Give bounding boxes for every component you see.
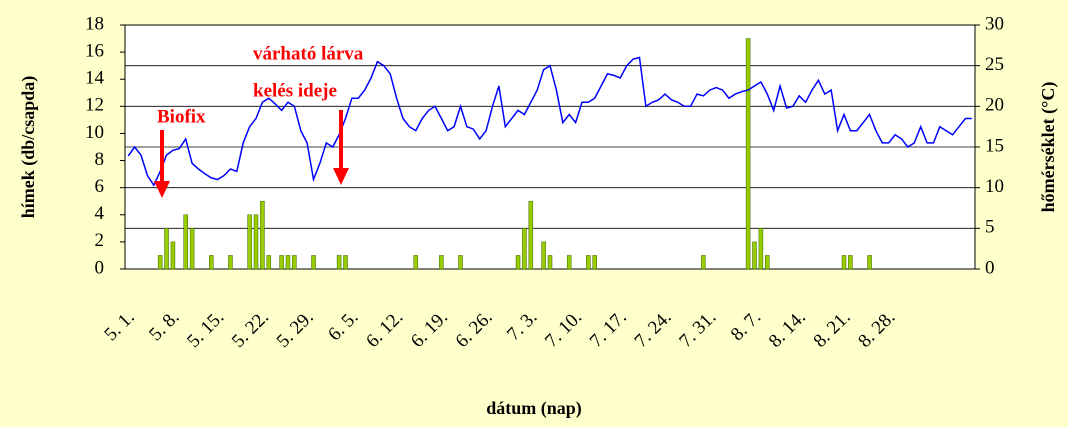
y-tick-label: 14 [85, 68, 105, 89]
bar [841, 255, 847, 270]
bar [848, 255, 853, 270]
bar [343, 255, 348, 270]
x-tick-label: 7. 10. [541, 307, 586, 352]
arrow [333, 110, 349, 185]
y-tick-label: 18 [85, 13, 104, 34]
bar [867, 255, 872, 270]
y-tick-label: 0 [95, 257, 105, 278]
x-tick-label: 6. 19. [407, 307, 452, 352]
y2-tick-label: 15 [985, 135, 1004, 156]
bar [228, 255, 233, 270]
x-tick-label: 8. 28. [854, 307, 899, 352]
x-tick-label: 7. 17. [586, 307, 631, 352]
y-tick-label: 10 [85, 122, 104, 143]
bar [592, 255, 597, 270]
bar [285, 255, 291, 270]
y-axis-label: hímek (db/csapda) [18, 76, 39, 219]
y-tick-label: 12 [85, 95, 104, 116]
x-tick-label: 6. 12. [362, 307, 407, 352]
y2-tick-label: 0 [985, 257, 995, 278]
x-tick-label: 5. 29. [273, 307, 318, 352]
bar [515, 255, 521, 270]
y2-tick-label: 20 [985, 95, 1004, 116]
x-tick-label: 5. 22. [228, 307, 273, 352]
y2-tick-label: 30 [985, 13, 1004, 34]
bar [292, 255, 297, 270]
x-tick-label: 8. 21. [810, 307, 855, 352]
y-tick-label: 2 [95, 230, 105, 251]
annotation: várható lárva [253, 43, 364, 64]
annotation: kelés ideje [253, 80, 337, 101]
bar [522, 228, 527, 270]
bar [566, 255, 572, 270]
x-tick-label: 7. 24. [631, 307, 676, 352]
bar [260, 200, 265, 270]
y2-tick-label: 5 [985, 217, 995, 238]
bar [586, 255, 591, 270]
y-tick-label: 4 [95, 203, 105, 224]
bar [164, 228, 169, 270]
bar [528, 200, 534, 270]
bar [157, 255, 163, 270]
x-tick-label: 8. 7. [727, 307, 765, 345]
bar [253, 214, 259, 270]
bar [765, 255, 770, 270]
y2-axis-label: hőmérséklet (°C) [1038, 82, 1059, 213]
x-tick-label: 7. 31. [675, 307, 720, 352]
bar [170, 241, 176, 270]
x-tick-label: 5. 8. [145, 307, 183, 345]
arrow [154, 130, 170, 198]
bar [458, 255, 463, 270]
bar [758, 228, 764, 270]
y2-tick-label: 25 [985, 54, 1004, 75]
bar [752, 241, 757, 270]
y-tick-label: 6 [95, 176, 105, 197]
bar [311, 255, 316, 270]
x-tick-label: 5. 15. [183, 307, 228, 352]
x-axis-label: dátum (nap) [486, 398, 582, 419]
y2-tick-label: 10 [985, 176, 1004, 197]
bar [541, 241, 546, 270]
bar [701, 255, 706, 270]
bar [745, 38, 751, 270]
bar [266, 255, 272, 270]
marks [125, 24, 975, 270]
x-tick-label: 8. 14. [765, 307, 810, 352]
bar [189, 228, 195, 270]
bar [183, 214, 188, 270]
x-tick-label: 6. 5. [324, 307, 362, 345]
line [127, 56, 972, 187]
y-tick-label: 8 [95, 149, 105, 170]
y-tick-label: 16 [85, 40, 104, 61]
bar [413, 255, 419, 270]
bar [209, 255, 214, 270]
bar [439, 255, 444, 270]
bar [247, 214, 252, 270]
x-tick-label: 7. 3. [503, 307, 541, 345]
annotation: Biofix [157, 106, 206, 127]
x-tick-label: 5. 1. [100, 307, 138, 345]
bar [279, 255, 284, 270]
bar [547, 255, 553, 270]
bar [336, 255, 342, 270]
x-tick-label: 6. 26. [452, 307, 497, 352]
